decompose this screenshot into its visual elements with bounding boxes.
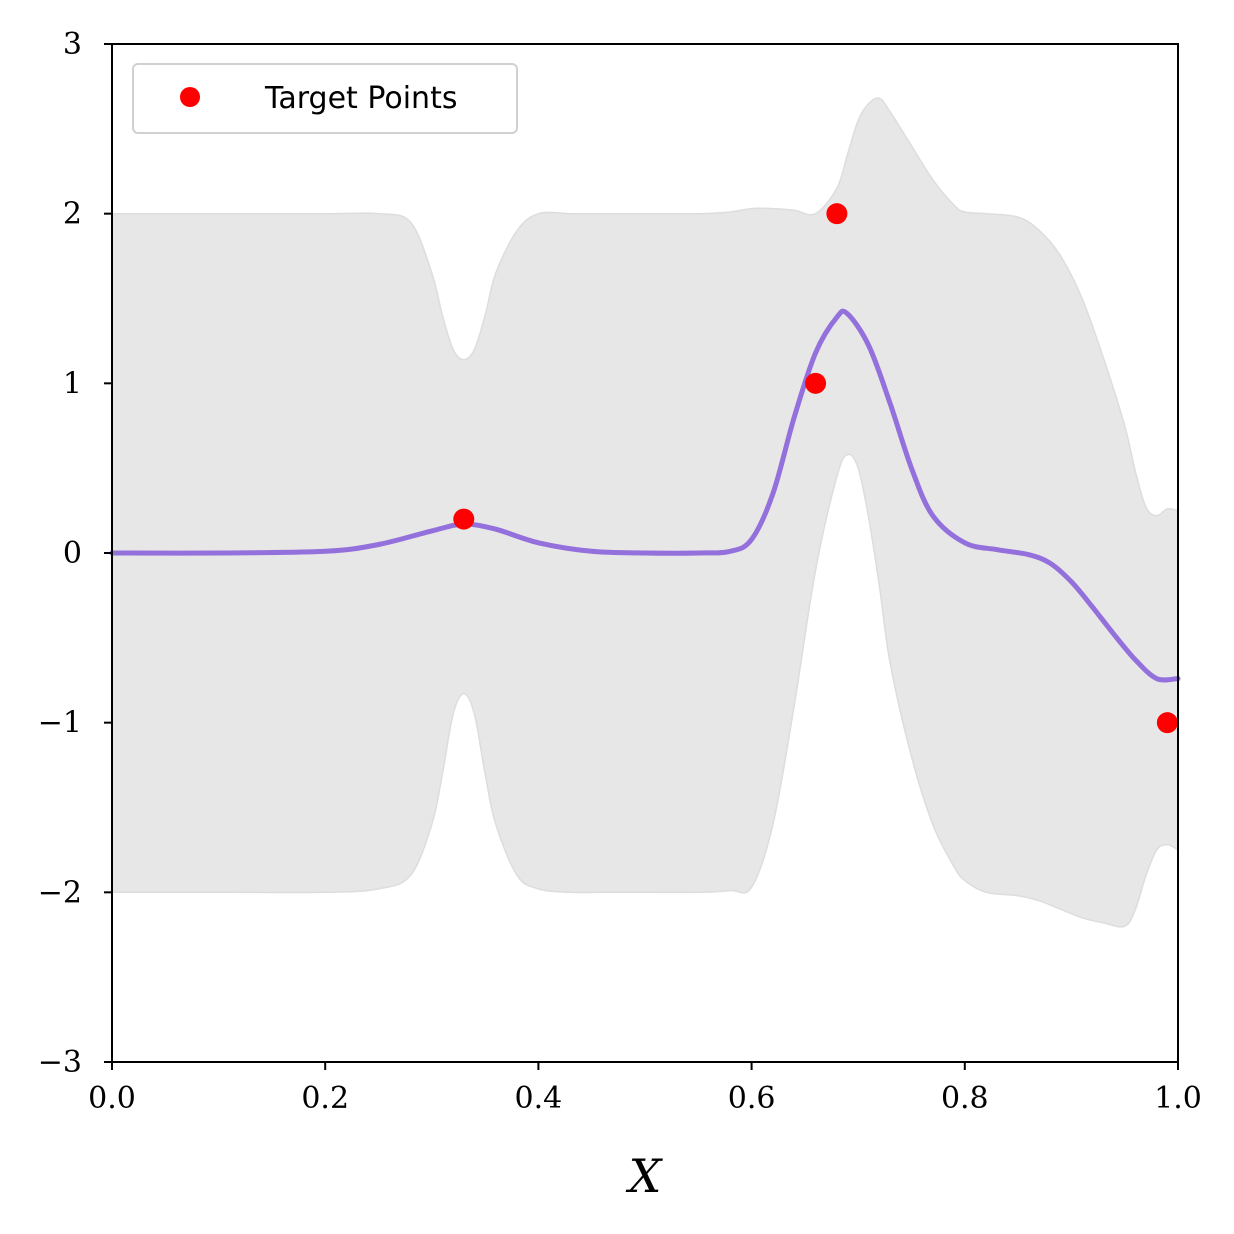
target-point-3 (826, 203, 848, 225)
y-tick-label: 3 (63, 27, 82, 62)
x-tick-label: 0.6 (728, 1081, 776, 1116)
x-axis-ticks: 0.0 0.2 0.4 0.6 0.8 1.0 (88, 1062, 1202, 1116)
target-point-4 (1156, 712, 1178, 734)
y-tick-label: −1 (38, 706, 82, 741)
y-axis-ticks: 3 2 1 0 −1 −2 −3 (38, 27, 112, 1080)
legend-label-target-points: Target Points (264, 81, 457, 116)
y-tick-label: −3 (38, 1045, 82, 1080)
legend: Target Points (132, 63, 518, 134)
target-points-layer (453, 203, 1178, 734)
x-tick-label: 0.2 (301, 1081, 349, 1116)
y-tick-label: 1 (63, 366, 82, 401)
uncertainty-band (111, 97, 1179, 928)
x-tick-label: 0.8 (941, 1081, 989, 1116)
x-tick-label: 0.0 (88, 1081, 136, 1116)
legend-box (132, 63, 518, 134)
y-tick-label: 2 (63, 197, 82, 232)
x-tick-label: 0.4 (515, 1081, 563, 1116)
y-tick-label: 0 (63, 536, 82, 571)
target-point-2 (805, 372, 827, 394)
legend-marker-target-points (180, 87, 200, 107)
target-point-1 (453, 508, 475, 530)
x-tick-label: 1.0 (1154, 1081, 1202, 1116)
x-axis-label: X (626, 1149, 664, 1203)
y-tick-label: −2 (38, 875, 82, 910)
uncertainty-band-layer (111, 97, 1179, 928)
